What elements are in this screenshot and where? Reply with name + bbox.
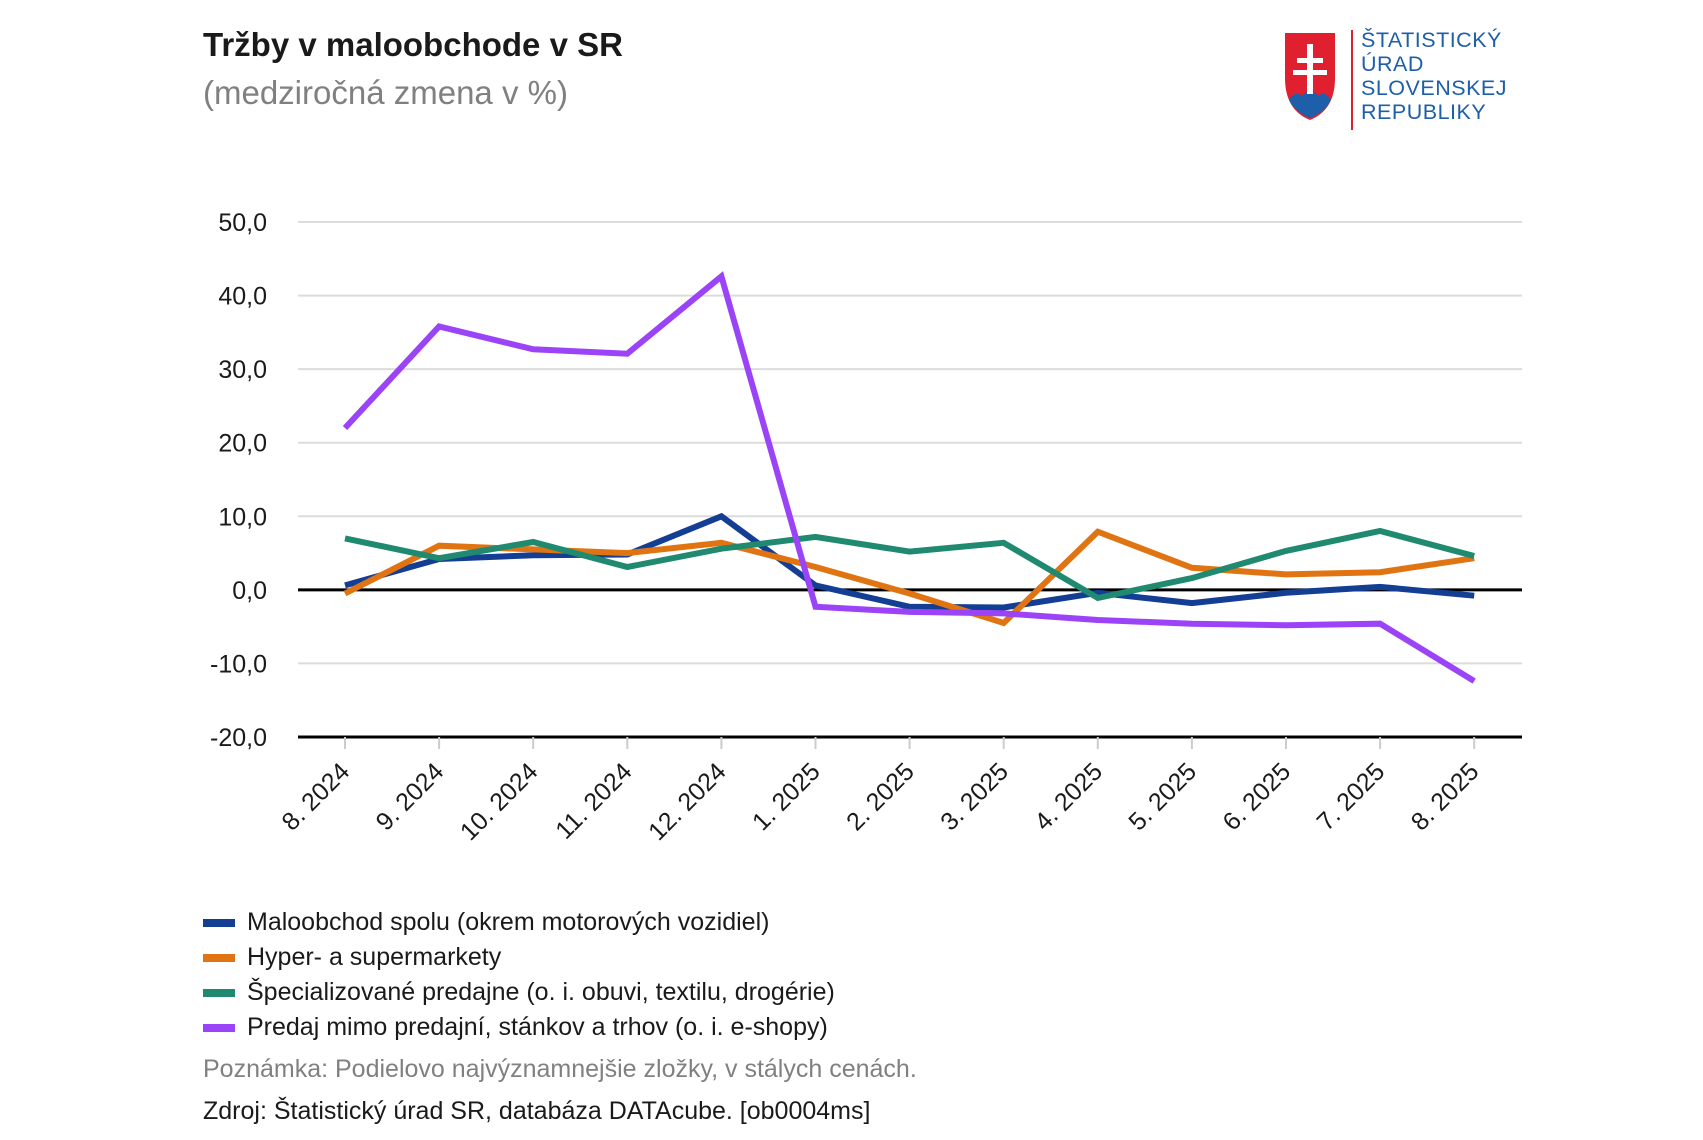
slovak-coat-of-arms-icon [1285,30,1353,130]
x-tick-label: 6. 2025 [1217,757,1296,836]
legend-swatch [203,988,235,997]
x-tick-label: 2. 2025 [841,757,920,836]
logo-line: ÚRAD [1361,52,1424,76]
legend-label: Maloobchod spolu (okrem motorových vozid… [247,908,770,936]
x-tick-label: 8. 2024 [276,757,355,836]
x-tick-label: 8. 2025 [1406,757,1485,836]
legend-item: Hyper- a supermarkety [203,940,835,975]
legend-swatch [203,918,235,927]
y-tick-label: 40,0 [218,283,267,311]
x-tick-label: 7. 2025 [1312,757,1391,836]
series-line [342,271,1476,684]
logo-line: REPUBLIKY [1361,100,1487,124]
chart-source: Zdroj: Štatistický úrad SR, databáza DAT… [203,1097,871,1125]
x-tick-label: 5. 2025 [1123,757,1202,836]
y-tick-label: 50,0 [218,209,267,237]
y-tick-label: 20,0 [218,430,267,458]
logo-line: SLOVENSKEJ [1361,76,1507,100]
y-tick-label: 10,0 [218,503,267,531]
legend-label: Špecializované predajne (o. i. obuvi, te… [247,978,835,1006]
legend-swatch [203,1023,235,1032]
chart-subtitle: (medziročná zmena v %) [203,74,568,111]
legend-label: Predaj mimo predajní, stánkov a trhov (o… [247,1013,828,1041]
x-tick-label: 11. 2024 [550,757,637,844]
x-tick-label: 4. 2025 [1029,757,1108,836]
legend-label: Hyper- a supermarkety [247,943,502,971]
logo-line: ŠTATISTICKÝ [1361,28,1502,52]
y-tick-label: -10,0 [210,650,267,678]
logo-divider [1351,30,1353,130]
x-tick-label: 12. 2024 [643,757,732,846]
series-line [343,528,1475,627]
logo-text: ŠTATISTICKÝ ÚRAD SLOVENSKEJ REPUBLIKY [1361,28,1507,124]
statistical-office-logo: ŠTATISTICKÝ ÚRAD SLOVENSKEJ REPUBLIKY [1275,28,1535,132]
legend-item: Maloobchod spolu (okrem motorových vozid… [203,905,835,940]
y-tick-label: -20,0 [210,724,267,752]
chart-title: Tržby v maloobchode v SR [203,26,623,63]
x-tick-label: 3. 2025 [935,757,1014,836]
x-tick-label: 9. 2024 [371,757,450,836]
x-tick-label: 10. 2024 [455,757,544,846]
chart-note: Poznámka: Podielovo najvýznamnejšie zlož… [203,1055,917,1083]
y-tick-label: 0,0 [232,577,267,605]
series-line [344,527,1475,602]
line-chart: 50,0 40,0 30,0 20,0 10,0 0,0 -10,0 -20,0 8. 2024… [210,209,1522,846]
legend-item: Špecializované predajne (o. i. obuvi, te… [203,975,835,1010]
x-tick-label: 1. 2025 [747,757,826,836]
legend-swatch [203,953,235,962]
legend-item: Predaj mimo predajní, stánkov a trhov (o… [203,1010,835,1045]
legend: Maloobchod spolu (okrem motorových vozid… [203,905,835,1045]
series-line [344,512,1475,611]
y-tick-label: 30,0 [218,356,267,384]
